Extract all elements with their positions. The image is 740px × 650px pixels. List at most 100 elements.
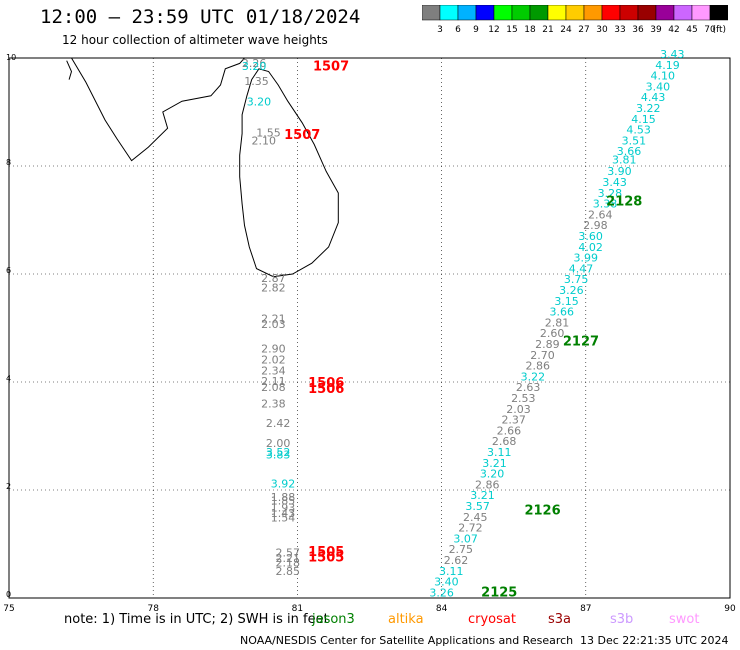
wave-height-value: 3.43 <box>660 48 685 61</box>
wave-height-value: 3.57 <box>465 500 490 513</box>
wave-height-value: 3.20 <box>480 468 505 481</box>
wave-height-value: 2.03 <box>261 318 286 331</box>
altimeter-track: 2.872.82 2.212.03 2.902.022.342.112.08 2.38… <box>261 272 344 524</box>
page-title: 12:00 – 23:59 UTC 01/18/2024 <box>40 6 361 28</box>
wave-height-value: 4.15 <box>631 113 656 126</box>
pass-number-label: 2128 <box>606 194 642 209</box>
wave-height-value: 2.86 <box>475 478 500 491</box>
map-frame <box>8 57 731 599</box>
wave-height-value: 2.89 <box>535 338 560 351</box>
colorbar-tick-label: 45 <box>686 25 697 35</box>
wave-height-value: 2.70 <box>530 349 555 362</box>
wave-height-value: 1.35 <box>244 75 269 88</box>
wave-height-value: 2.02 <box>261 354 286 367</box>
legend-cryosat: cryosat <box>468 612 516 627</box>
wave-height-value: 3.92 <box>271 477 296 490</box>
wave-height-value: 3.90 <box>607 165 632 178</box>
pass-number-label: 2126 <box>524 503 560 518</box>
wave-height-value: 3.15 <box>554 295 579 308</box>
wave-height-value: 2.90 <box>261 342 286 355</box>
colorbar-unit-label: (ft) <box>712 25 726 35</box>
wave-height-value: 2.81 <box>545 316 570 329</box>
colorbar-tick-label: 3 <box>437 25 443 35</box>
altimeter-track: 3.434.194.103.404.433.224.154.533.513.66… <box>574 48 685 265</box>
colorbar-tick-label: 27 <box>578 25 589 35</box>
wave-height-value: 3.40 <box>646 80 671 93</box>
pass-number-label: 1505 <box>308 545 344 560</box>
wave-height-value: 4.10 <box>650 70 675 83</box>
wave-height-value: 3.83 <box>266 449 291 462</box>
india-coastline <box>71 57 245 162</box>
pass-number-label: 1505 <box>308 550 344 565</box>
lon-tick-label: 75 <box>3 604 14 612</box>
colorbar-tick-label: 18 <box>524 25 536 35</box>
colorbar-tick-label: 36 <box>632 25 644 35</box>
wave-height-value: 3.21 <box>482 457 507 470</box>
wave-height-value: 1.55 <box>256 126 281 139</box>
wave-height-value: 2.63 <box>516 381 541 394</box>
wave-height-value: 2.45 <box>463 511 488 524</box>
wave-height-value: 3.21 <box>470 489 495 502</box>
pass-number-label: 2127 <box>563 334 599 349</box>
colorbar-tick-label: 30 <box>596 25 608 35</box>
lat-tick-label: 6 <box>6 266 11 275</box>
sri-lanka-coastline <box>239 68 339 278</box>
legend-s3a: s3a <box>548 612 572 627</box>
wave-height-value: 3.52 <box>266 446 291 459</box>
wave-height-value: 2.86 <box>525 360 550 373</box>
legend-altika: altika <box>388 612 424 627</box>
legend-jason3: jason3 <box>312 612 355 627</box>
wave-height-value: 3.99 <box>574 252 599 265</box>
wave-height-value: 4.53 <box>626 124 651 137</box>
wave-height-value: 2.08 <box>261 381 286 394</box>
lat-tick-label: 4 <box>6 374 11 383</box>
footer-note: note: 1) Time is in UTC; 2) SWH is in fe… <box>64 612 329 627</box>
pass-number-label: 1507 <box>284 128 320 143</box>
wave-height-value: 1.85 <box>271 495 296 508</box>
wave-height-value: 3.66 <box>550 306 575 319</box>
wave-height-value: 2.21 <box>276 552 301 565</box>
wave-height-value: 2.42 <box>266 417 291 430</box>
altimeter-track: 1506 <box>308 382 344 397</box>
wave-height-value: 2.75 <box>449 543 474 556</box>
wave-height-value: 2.85 <box>276 565 301 578</box>
wave-height-value: 2.64 <box>588 208 613 221</box>
lon-tick-label: 90 <box>724 604 736 612</box>
credit-line: NOAA/NESDIS Center for Satellite Applica… <box>240 634 574 647</box>
wave-height-value: 3.20 <box>242 60 267 73</box>
altimeter-track: 2.572.212.182.85 1505 <box>276 545 345 578</box>
wave-height-value: 4.19 <box>655 59 680 72</box>
wave-height-value: 1.43 <box>271 507 296 520</box>
wave-height-value: 3.43 <box>602 176 627 189</box>
altimeter-track: 4.473.753.263.153.662.812.602.892.702.86… <box>475 262 599 491</box>
wave-height-value: 3.75 <box>564 273 589 286</box>
colorbar-tick-label: 39 <box>650 25 662 35</box>
wave-height-value: 2.37 <box>501 414 526 427</box>
legend-s3b: s3b <box>610 612 634 627</box>
lat-tick-label: 8 <box>6 158 11 167</box>
wave-height-value: 2.62 <box>444 554 469 567</box>
colorbar-tick-label: 21 <box>542 25 553 35</box>
wave-height-value: 3.26 <box>429 586 454 599</box>
wave-height-value: 3.26 <box>559 284 584 297</box>
wave-height-value: 3.22 <box>636 102 661 115</box>
wave-height-colorbar: 3 6 9 12 15 18 21 24 27 30 33 36 39 42 45 70(ft) <box>422 5 728 35</box>
wave-height-value: 2.53 <box>511 392 536 405</box>
pass-number-label: 1506 <box>308 382 344 397</box>
wave-height-value: 3.38 <box>593 198 618 211</box>
wave-height-value: 3.40 <box>434 576 459 589</box>
pass-number-label: 1507 <box>313 59 349 74</box>
wave-height-value: 1.54 <box>271 511 296 524</box>
colorbar-tick-label: 6 <box>455 25 461 35</box>
wave-height-value: 2.82 <box>261 281 286 294</box>
wave-height-value: 2.98 <box>583 219 608 232</box>
lat-tick-label: 2 <box>6 482 11 491</box>
lat-tick-label: 10 <box>6 53 16 62</box>
lon-tick-label: 81 <box>292 604 303 612</box>
wave-height-value: 2.03 <box>506 403 531 416</box>
wave-height-value: 2.72 <box>458 522 483 535</box>
wave-height-value: 2.10 <box>252 134 277 147</box>
colorbar-tick-label: 15 <box>506 25 517 35</box>
wave-height-value: 2.26 <box>242 57 267 70</box>
